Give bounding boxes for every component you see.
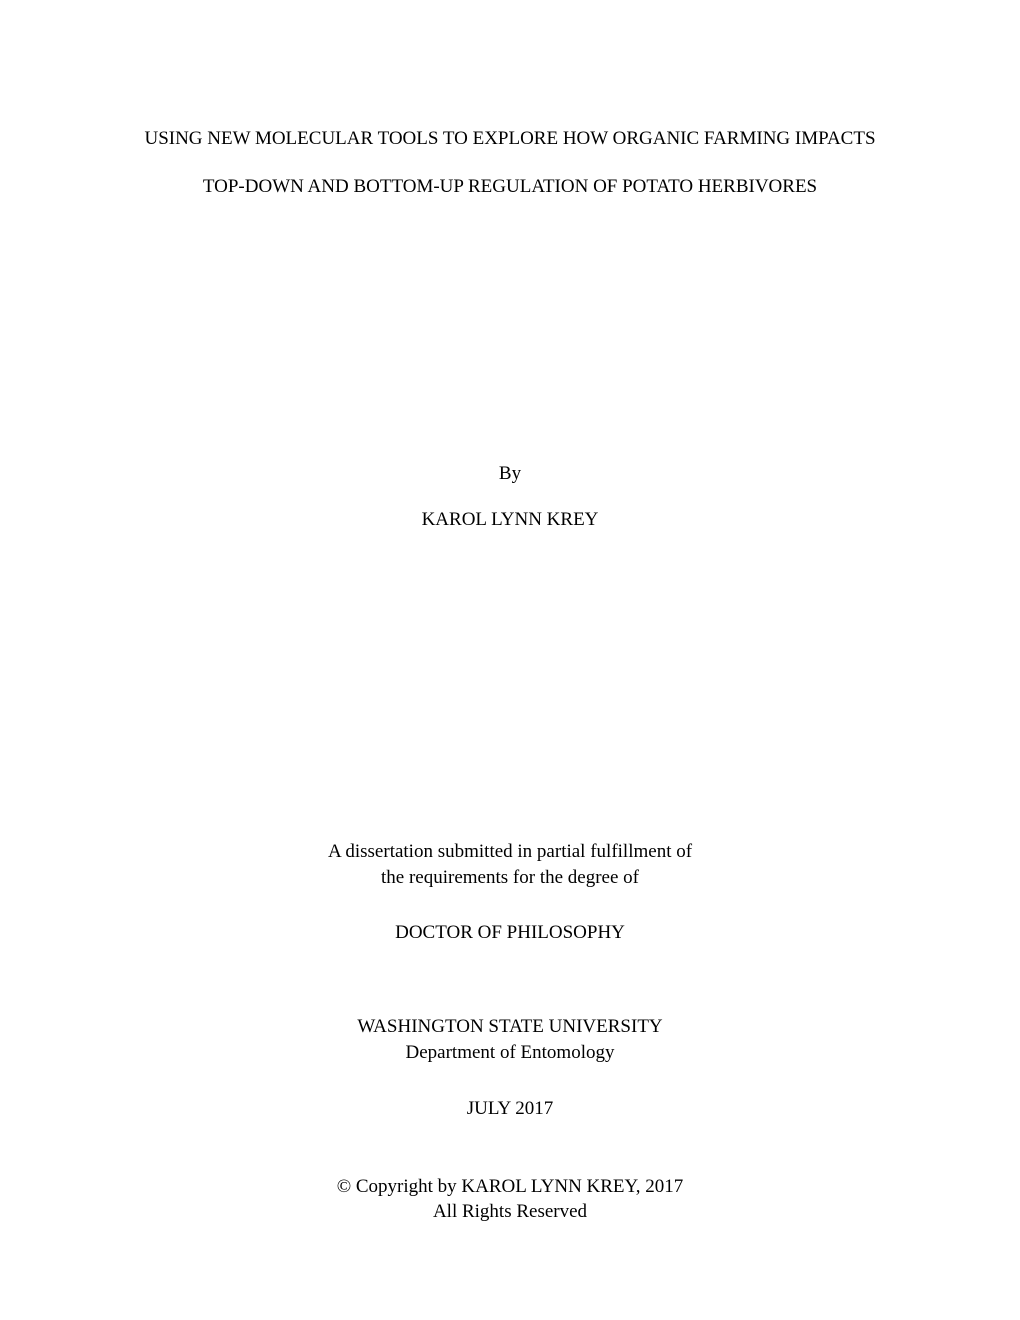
- title-line-1: USING NEW MOLECULAR TOOLS TO EXPLORE HOW…: [110, 115, 910, 163]
- by-label: By: [110, 455, 910, 493]
- department-name: Department of Entomology: [110, 1040, 910, 1066]
- fulfillment-line-1: A dissertation submitted in partial fulf…: [110, 839, 910, 865]
- institution-block: WASHINGTON STATE UNIVERSITY Department o…: [110, 1014, 910, 1065]
- institution-name: WASHINGTON STATE UNIVERSITY: [110, 1014, 910, 1040]
- fulfillment-statement: A dissertation submitted in partial fulf…: [110, 839, 910, 890]
- title-line-2: TOP-DOWN AND BOTTOM-UP REGULATION OF POT…: [110, 163, 910, 211]
- title-page: USING NEW MOLECULAR TOOLS TO EXPLORE HOW…: [0, 0, 1020, 1320]
- dissertation-title: USING NEW MOLECULAR TOOLS TO EXPLORE HOW…: [110, 115, 910, 210]
- author-name: KAROL LYNN KREY: [110, 501, 910, 539]
- copyright-block: © Copyright by KAROL LYNN KREY, 2017 All…: [110, 1174, 910, 1225]
- copyright-line-1: © Copyright by KAROL LYNN KREY, 2017: [110, 1174, 910, 1200]
- author-block: By KAROL LYNN KREY: [110, 455, 910, 539]
- submission-date: JULY 2017: [110, 1098, 910, 1120]
- fulfillment-line-2: the requirements for the degree of: [110, 865, 910, 891]
- degree-name: DOCTOR OF PHILOSOPHY: [110, 922, 910, 944]
- copyright-line-2: All Rights Reserved: [110, 1199, 910, 1225]
